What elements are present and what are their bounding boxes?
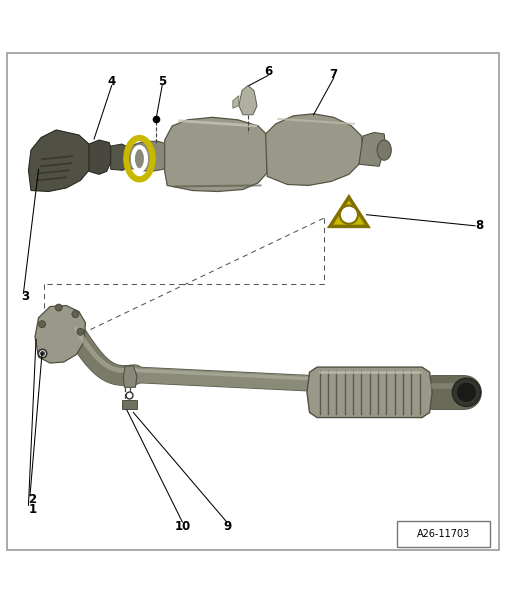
Polygon shape <box>164 118 267 192</box>
Polygon shape <box>123 366 137 387</box>
Polygon shape <box>28 130 91 192</box>
Polygon shape <box>232 96 238 108</box>
Text: 8: 8 <box>474 219 482 232</box>
Text: 7: 7 <box>329 68 337 81</box>
Text: 6: 6 <box>264 65 272 78</box>
Polygon shape <box>265 114 362 186</box>
FancyBboxPatch shape <box>7 53 498 550</box>
Circle shape <box>38 321 45 328</box>
Circle shape <box>339 206 357 224</box>
FancyBboxPatch shape <box>122 400 137 409</box>
Polygon shape <box>358 133 384 166</box>
Text: 2: 2 <box>28 493 36 506</box>
Circle shape <box>72 311 79 318</box>
Text: 5: 5 <box>158 75 166 89</box>
Ellipse shape <box>376 140 390 160</box>
FancyBboxPatch shape <box>396 520 489 547</box>
Circle shape <box>451 378 480 406</box>
Polygon shape <box>238 86 257 115</box>
Polygon shape <box>307 367 431 417</box>
Polygon shape <box>111 144 130 170</box>
Polygon shape <box>329 197 367 226</box>
Text: A26-11703: A26-11703 <box>416 529 470 538</box>
Text: 10: 10 <box>174 520 190 532</box>
Polygon shape <box>89 140 112 174</box>
Polygon shape <box>35 306 85 363</box>
Text: 1: 1 <box>28 503 36 516</box>
Polygon shape <box>129 141 172 171</box>
Circle shape <box>77 328 84 335</box>
Circle shape <box>55 304 62 311</box>
Text: 9: 9 <box>223 520 231 532</box>
Text: 3: 3 <box>21 290 29 303</box>
Circle shape <box>457 384 475 402</box>
Text: 4: 4 <box>108 75 116 89</box>
